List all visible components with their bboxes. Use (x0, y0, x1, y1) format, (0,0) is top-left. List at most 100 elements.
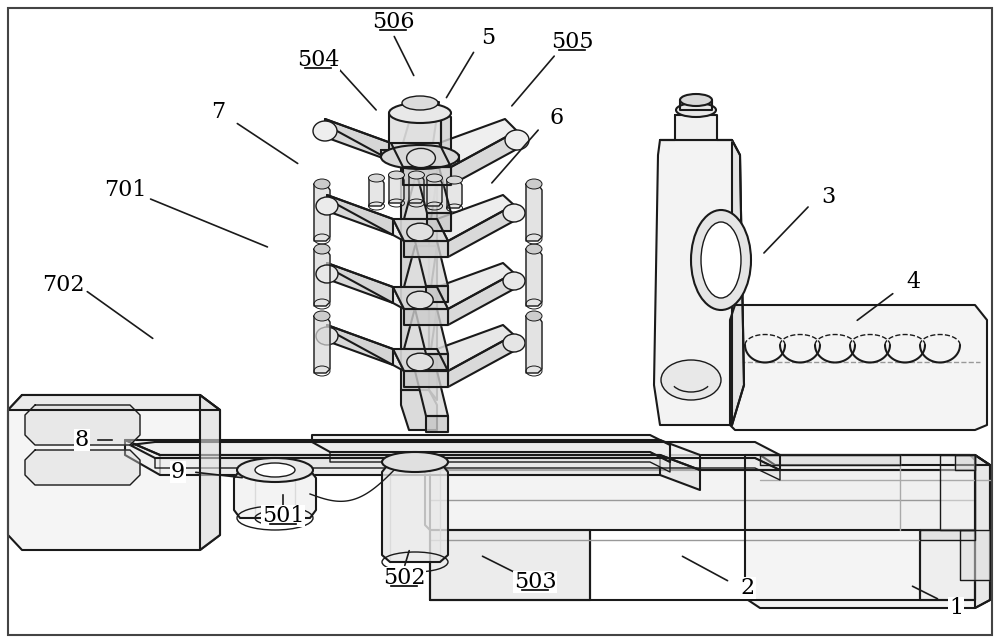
Polygon shape (415, 309, 448, 354)
Ellipse shape (388, 171, 404, 179)
Text: 3: 3 (821, 186, 835, 208)
Text: 4: 4 (906, 271, 920, 293)
Polygon shape (526, 184, 542, 241)
Polygon shape (404, 246, 437, 287)
Polygon shape (745, 455, 990, 608)
Polygon shape (327, 263, 393, 303)
Polygon shape (381, 150, 449, 157)
Ellipse shape (402, 96, 438, 110)
Ellipse shape (526, 311, 542, 321)
Polygon shape (393, 349, 448, 371)
Polygon shape (389, 113, 441, 150)
Ellipse shape (381, 145, 459, 169)
Ellipse shape (526, 179, 542, 189)
Ellipse shape (701, 222, 741, 298)
Polygon shape (955, 455, 975, 470)
Ellipse shape (505, 130, 529, 150)
Polygon shape (437, 195, 514, 241)
Polygon shape (526, 249, 542, 306)
Polygon shape (448, 335, 514, 387)
Polygon shape (314, 316, 330, 373)
Polygon shape (391, 143, 451, 167)
Ellipse shape (407, 291, 433, 309)
Ellipse shape (526, 244, 542, 254)
Polygon shape (404, 371, 448, 387)
Polygon shape (8, 395, 220, 410)
Ellipse shape (316, 265, 338, 283)
Polygon shape (403, 167, 451, 185)
Polygon shape (426, 354, 448, 370)
Polygon shape (975, 455, 990, 608)
Text: 702: 702 (42, 274, 84, 296)
Polygon shape (451, 131, 517, 185)
Polygon shape (441, 113, 451, 155)
Polygon shape (330, 452, 670, 472)
Polygon shape (393, 219, 448, 241)
Ellipse shape (661, 360, 721, 400)
Text: 8: 8 (75, 429, 89, 451)
Polygon shape (732, 140, 744, 425)
Polygon shape (426, 416, 448, 432)
Polygon shape (404, 241, 448, 257)
Polygon shape (940, 455, 975, 530)
Polygon shape (960, 530, 990, 580)
Text: 502: 502 (383, 567, 425, 589)
Polygon shape (427, 213, 451, 231)
Polygon shape (200, 395, 220, 550)
Polygon shape (327, 263, 404, 309)
Polygon shape (325, 119, 403, 167)
Polygon shape (25, 405, 140, 445)
Polygon shape (437, 325, 514, 371)
Ellipse shape (314, 244, 330, 254)
Polygon shape (327, 195, 404, 241)
Text: 701: 701 (104, 179, 146, 201)
Polygon shape (426, 286, 448, 302)
Polygon shape (409, 175, 424, 203)
Polygon shape (760, 455, 900, 465)
Text: 5: 5 (481, 27, 495, 49)
Ellipse shape (316, 327, 338, 345)
Polygon shape (425, 465, 975, 530)
Ellipse shape (314, 311, 330, 321)
Polygon shape (526, 316, 542, 373)
Ellipse shape (426, 174, 442, 182)
Ellipse shape (255, 463, 295, 477)
Text: 9: 9 (171, 461, 185, 483)
Polygon shape (8, 395, 220, 550)
Polygon shape (404, 178, 437, 219)
Text: 505: 505 (551, 31, 593, 53)
Polygon shape (125, 440, 700, 470)
Polygon shape (680, 100, 712, 110)
Polygon shape (314, 249, 330, 306)
Polygon shape (449, 150, 459, 162)
Polygon shape (25, 450, 140, 485)
Polygon shape (325, 119, 391, 161)
Polygon shape (125, 440, 700, 490)
Polygon shape (234, 470, 316, 518)
Polygon shape (730, 305, 987, 430)
Polygon shape (401, 148, 429, 390)
Polygon shape (427, 178, 442, 206)
Polygon shape (155, 458, 780, 480)
Polygon shape (327, 195, 393, 235)
Ellipse shape (446, 176, 462, 184)
Polygon shape (660, 115, 732, 140)
Polygon shape (437, 263, 514, 309)
Ellipse shape (409, 171, 424, 179)
Ellipse shape (503, 204, 525, 222)
Polygon shape (439, 119, 517, 167)
Text: 7: 7 (211, 101, 225, 123)
Text: 504: 504 (297, 49, 339, 71)
Text: 501: 501 (262, 505, 304, 527)
Ellipse shape (313, 121, 337, 141)
Polygon shape (404, 309, 448, 325)
Polygon shape (382, 462, 448, 562)
Ellipse shape (407, 353, 433, 371)
Polygon shape (415, 241, 448, 286)
Text: 2: 2 (741, 577, 755, 599)
Polygon shape (393, 287, 448, 309)
Polygon shape (403, 102, 439, 143)
Polygon shape (314, 184, 330, 241)
Polygon shape (448, 205, 514, 257)
Ellipse shape (680, 94, 712, 106)
